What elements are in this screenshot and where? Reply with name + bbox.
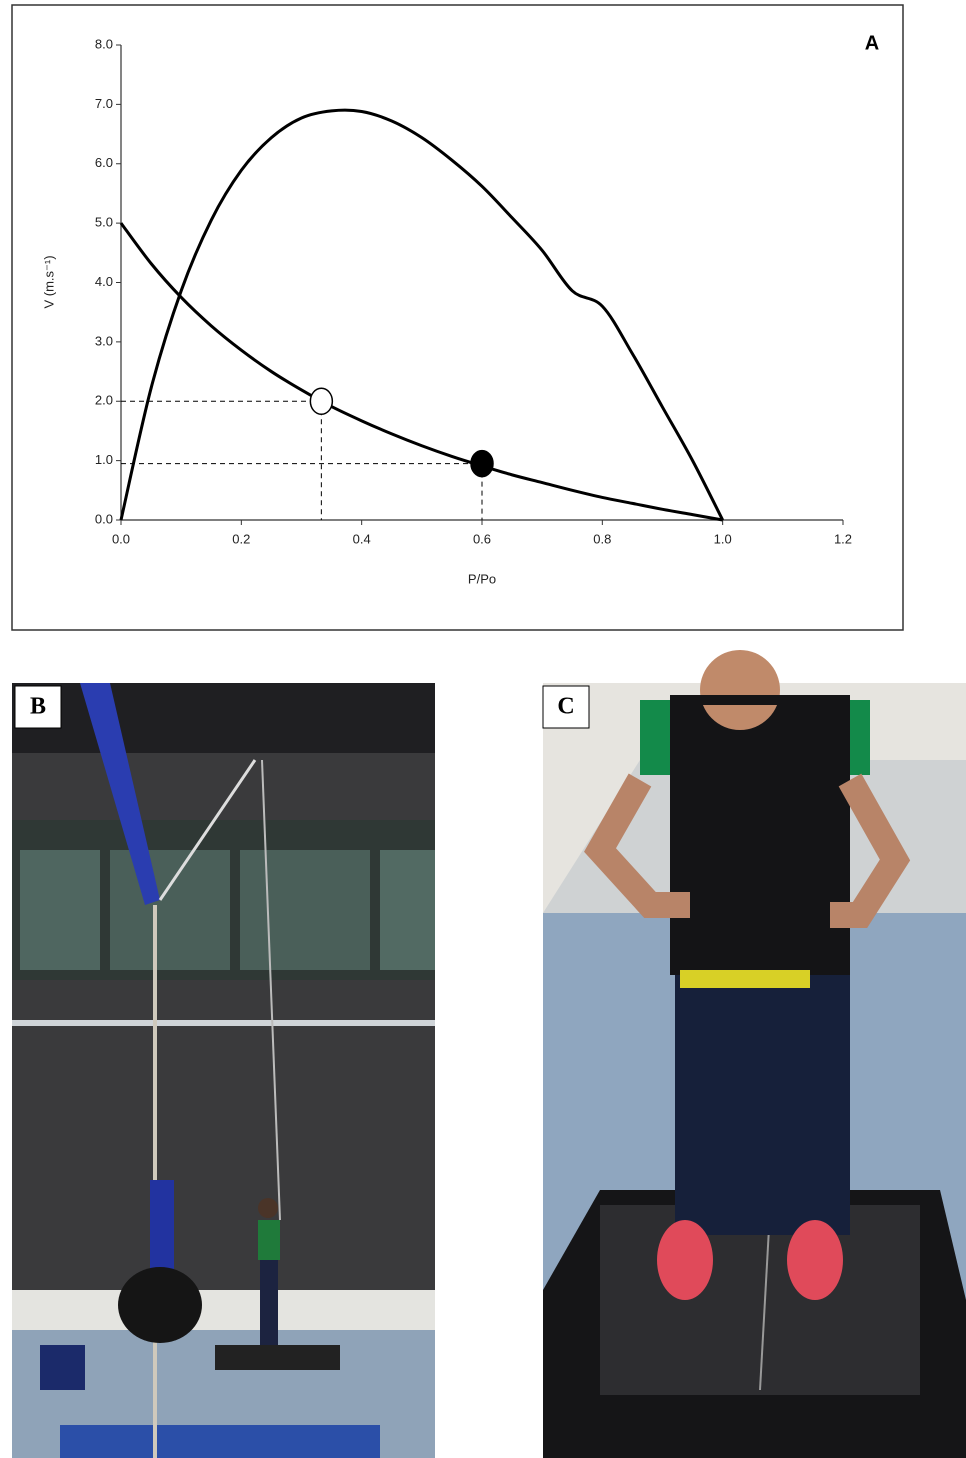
y-tick-label: 3.0 <box>95 333 113 348</box>
y-tick-label: 2.0 <box>95 393 113 408</box>
panel-label: A <box>865 32 879 54</box>
x-tick-label: 1.2 <box>834 531 852 546</box>
marker <box>470 449 494 478</box>
x-tick-label: 1.0 <box>714 531 732 546</box>
panel-frame <box>11 4 904 631</box>
y-tick-label: 8.0 <box>95 36 113 51</box>
x-axis-label: P/Po <box>468 571 496 586</box>
y-tick-label: 6.0 <box>95 155 113 170</box>
y-tick-label: 1.0 <box>95 452 113 467</box>
series-line <box>119 222 723 522</box>
series-line <box>119 108 725 521</box>
photo-label: B <box>30 694 46 720</box>
label-box <box>14 685 62 729</box>
x-tick-label: 0.6 <box>473 531 491 546</box>
x-tick-label: 0.0 <box>112 531 130 546</box>
y-axis-label: V (m.s⁻¹) <box>41 255 56 308</box>
marker <box>309 387 334 415</box>
label-box <box>542 685 590 729</box>
photo-b <box>12 683 435 1458</box>
x-tick-label: 0.4 <box>353 531 371 546</box>
x-tick-label: 0.2 <box>232 531 250 546</box>
y-tick-label: 4.0 <box>95 274 113 289</box>
photo-c <box>543 650 966 1458</box>
y-tick-label: 7.0 <box>95 96 113 111</box>
y-tick-label: 5.0 <box>95 215 113 230</box>
y-tick-label: 0.0 <box>95 511 113 526</box>
photo-label: C <box>557 694 574 720</box>
x-tick-label: 0.8 <box>593 531 611 546</box>
